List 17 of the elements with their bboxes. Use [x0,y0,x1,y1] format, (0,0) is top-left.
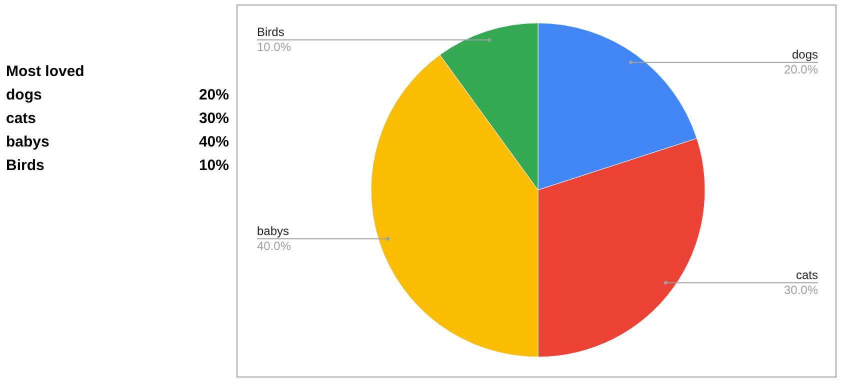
text: 20% [198,86,229,104]
data-label: 20.0% [784,62,818,76]
slice-label: Birds [257,24,284,39]
data-label: 40.0% [257,238,292,253]
text: 30% [198,110,229,127]
text: babys [6,134,50,150]
data-label: 30.0% [784,282,818,297]
text: Birds [6,157,44,174]
text: 40% [198,134,229,150]
slice-label: babys [257,224,290,238]
slice-label: dogs [792,47,818,62]
data-label: 10.0% [257,40,292,54]
text: cats [6,110,36,127]
text: 10% [198,157,229,174]
text: dogs [6,86,42,104]
text: Most loved [6,63,84,80]
slice-label: cats [796,268,818,282]
